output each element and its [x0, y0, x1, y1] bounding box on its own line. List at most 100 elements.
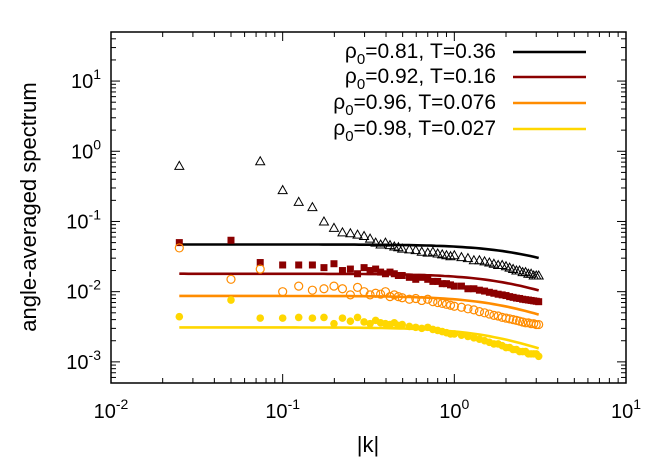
- square-point: [447, 281, 455, 289]
- filled-circle-point: [256, 314, 265, 322]
- square-point: [475, 286, 483, 294]
- open-circle-point: [423, 294, 433, 304]
- square-point: [405, 273, 413, 281]
- triangle-point: [328, 222, 340, 232]
- square-point: [424, 275, 432, 283]
- fit-line: [179, 294, 540, 316]
- open-circle-point: [474, 307, 485, 317]
- square-point: [438, 280, 446, 288]
- triangle-point: [403, 243, 415, 254]
- triangle-point: [173, 160, 185, 170]
- filled-circle-point: [278, 314, 287, 322]
- x-tick-label: 101: [611, 396, 641, 423]
- triangle-point: [525, 268, 537, 278]
- triangle-point: [468, 254, 480, 265]
- open-circle-point: [278, 287, 288, 297]
- open-circle-point: [371, 288, 381, 298]
- triangle-point: [448, 249, 460, 260]
- x-tick-label: 10-2: [94, 396, 129, 423]
- triangle-point: [479, 255, 490, 266]
- square-point: [295, 261, 303, 269]
- square-point: [464, 285, 472, 293]
- open-circle-point: [393, 292, 403, 302]
- open-circle-point: [307, 285, 317, 295]
- y-tick-label: 10-3: [66, 347, 101, 374]
- square-point: [354, 270, 362, 278]
- y-axis-label: angle-averaged spectrum: [16, 82, 41, 331]
- triangle-point: [375, 238, 386, 249]
- open-circle-point: [389, 290, 399, 300]
- open-circle-point: [365, 290, 375, 300]
- filled-circle-point: [398, 320, 407, 329]
- square-point: [457, 282, 465, 290]
- square-point: [394, 271, 402, 279]
- triangle-point: [358, 230, 370, 241]
- open-circle-point: [456, 302, 467, 312]
- y-tick-label: 10-2: [66, 277, 101, 304]
- square-point: [360, 264, 368, 272]
- triangle-point: [514, 265, 525, 275]
- square-point: [490, 289, 498, 297]
- square-point: [450, 282, 458, 290]
- square-point: [320, 264, 328, 272]
- fit-line: [179, 243, 540, 260]
- open-circle-point: [380, 287, 391, 297]
- square-point: [498, 291, 506, 299]
- open-circle-point: [437, 298, 447, 309]
- triangle-point: [337, 226, 348, 237]
- open-circle-point: [445, 300, 456, 310]
- open-circle-point: [404, 294, 414, 304]
- square-point: [494, 290, 502, 298]
- triangle-point: [370, 237, 381, 247]
- square-point: [398, 271, 406, 279]
- legend-label: ρ0=0.81, T=0.36: [345, 40, 496, 68]
- x-axis-label: |k|: [357, 432, 379, 457]
- open-circle-point: [376, 289, 386, 299]
- open-circle-point: [329, 281, 339, 291]
- square-point: [175, 239, 183, 247]
- triangle-point: [396, 243, 408, 253]
- square-point: [372, 265, 380, 273]
- filled-circle-point: [175, 312, 184, 321]
- open-circle-point: [489, 310, 499, 320]
- open-circle-point: [479, 308, 490, 318]
- triangle-point: [277, 184, 289, 195]
- triangle-point: [410, 244, 422, 255]
- triangle-point: [427, 246, 439, 256]
- open-circle-point: [469, 305, 479, 315]
- filled-circle-point: [308, 314, 317, 322]
- triangle-point: [318, 215, 330, 226]
- filled-circle-point: [405, 322, 414, 331]
- triangle-point: [307, 201, 318, 212]
- triangle-point: [345, 227, 356, 238]
- open-circle-point: [294, 281, 304, 291]
- triangle-point: [445, 250, 456, 261]
- filled-circle-point: [534, 352, 543, 361]
- open-circle-point: [428, 297, 438, 307]
- legend-label: ρ0=0.92, T=0.16: [345, 65, 496, 93]
- triangle-point: [380, 237, 391, 247]
- data-points: [173, 155, 545, 361]
- triangle-point: [293, 196, 305, 206]
- open-circle-point: [433, 297, 443, 308]
- open-circle-point: [531, 319, 541, 330]
- triangle-point: [462, 252, 474, 263]
- open-circle-point: [508, 315, 518, 325]
- open-circle-point: [319, 284, 329, 294]
- square-point: [386, 268, 394, 276]
- open-circle-point: [449, 301, 459, 311]
- filled-circle-point: [353, 313, 362, 322]
- square-point: [442, 280, 450, 288]
- triangle-point: [520, 266, 531, 277]
- legend-label: ρ0=0.98, T=0.027: [333, 117, 496, 145]
- fit-lines: [179, 243, 540, 350]
- open-circle-point: [463, 304, 473, 314]
- y-tick-label: 100: [71, 136, 101, 163]
- open-circle-point: [505, 314, 515, 324]
- square-point: [390, 270, 398, 278]
- triangle-point: [352, 229, 363, 239]
- filled-circle-point: [346, 317, 355, 325]
- open-circle-point: [345, 290, 355, 300]
- x-tick-label: 100: [439, 396, 469, 423]
